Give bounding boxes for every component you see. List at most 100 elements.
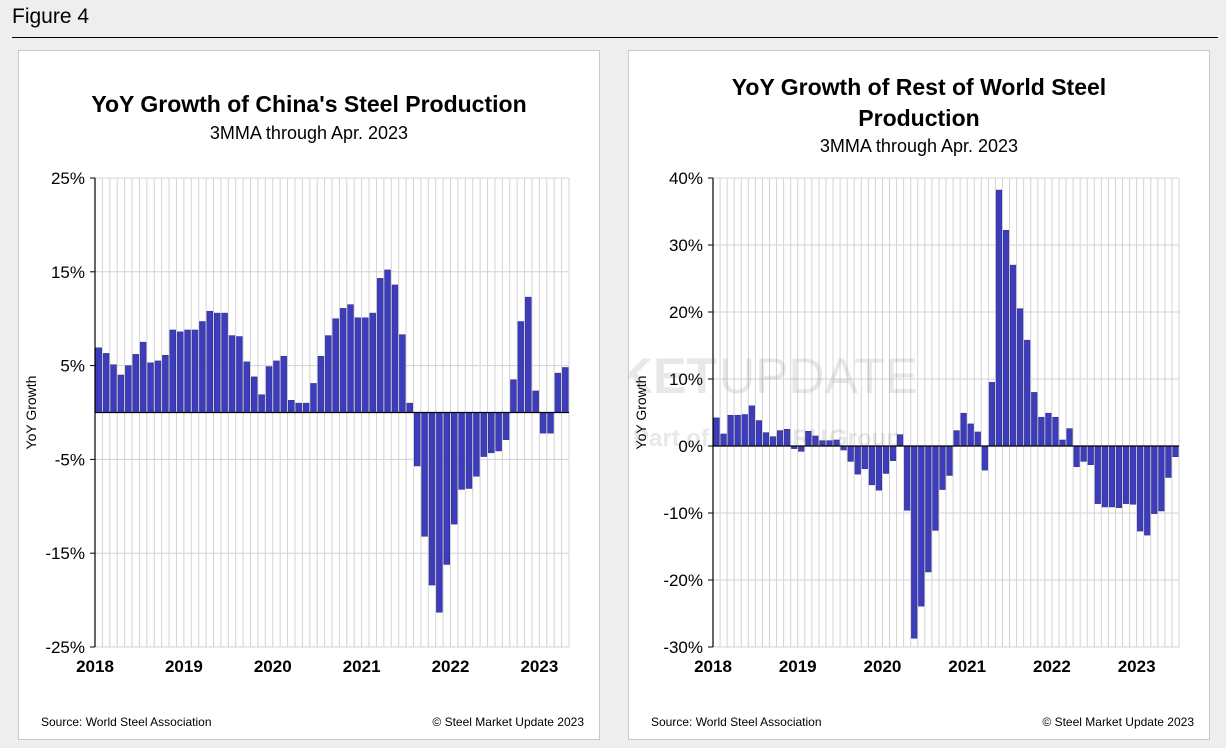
data-bar xyxy=(960,412,967,447)
data-bar xyxy=(713,417,720,447)
data-bar xyxy=(391,284,399,413)
data-bar xyxy=(191,329,199,413)
data-bar xyxy=(473,412,480,477)
data-bar xyxy=(317,355,325,413)
figure-divider xyxy=(12,37,1218,38)
data-bar xyxy=(125,365,132,413)
data-bar xyxy=(720,433,727,447)
data-bar xyxy=(465,412,473,489)
data-bar xyxy=(258,394,265,413)
data-bar xyxy=(450,412,458,525)
data-bar xyxy=(184,329,191,413)
data-bar xyxy=(376,278,384,413)
data-bar xyxy=(1017,308,1024,447)
watermark-text-steel-market: STEEL MARKET xyxy=(629,348,717,404)
data-bar xyxy=(734,414,741,447)
y-axis-label: YoY Growth xyxy=(633,376,649,450)
x-tick-label: 2023 xyxy=(520,657,558,676)
data-bar xyxy=(199,321,206,413)
data-bar xyxy=(339,308,347,413)
data-bar xyxy=(547,412,554,434)
data-bar xyxy=(911,445,918,639)
data-bar xyxy=(176,331,184,413)
data-bar xyxy=(369,312,376,413)
data-bar xyxy=(273,360,280,413)
source-note: Source: World Steel Association xyxy=(41,715,212,729)
data-bar xyxy=(406,402,413,413)
data-bar xyxy=(206,310,214,413)
data-bar xyxy=(1115,445,1123,508)
data-bar xyxy=(302,402,310,413)
data-bar xyxy=(939,445,946,490)
chart-title-line: Production xyxy=(858,105,979,131)
data-bar xyxy=(967,423,974,447)
data-bar xyxy=(325,335,332,413)
watermark-text-group: Group xyxy=(829,425,901,452)
source-note: Source: World Steel Association xyxy=(651,715,822,729)
chart-title-line: YoY Growth of Rest of World Steel xyxy=(732,74,1106,100)
data-bar xyxy=(132,354,139,413)
data-bar xyxy=(1045,412,1052,447)
data-bar xyxy=(243,361,251,413)
copyright-note: © Steel Market Update 2023 xyxy=(1042,715,1194,729)
china-chart: YoY Growth of China's Steel Production 3M… xyxy=(23,91,584,729)
data-bar xyxy=(251,376,258,413)
data-bar xyxy=(162,355,169,413)
x-tick-label: 2021 xyxy=(343,657,381,676)
data-bar xyxy=(748,405,755,447)
data-bar xyxy=(988,382,995,447)
bars xyxy=(713,189,1179,639)
x-tick-label: 2022 xyxy=(1033,657,1071,676)
y-tick-label: 30% xyxy=(669,236,703,255)
data-bar xyxy=(1151,445,1158,514)
data-bar xyxy=(539,412,547,434)
data-bar xyxy=(436,412,443,613)
watermark-text-part-of: Part of xyxy=(633,425,710,452)
china-chart-panel: YoY Growth of China's Steel Production 3M… xyxy=(18,50,600,740)
y-tick-label: -20% xyxy=(663,571,703,590)
data-bar xyxy=(295,402,302,413)
data-bar xyxy=(875,445,882,491)
y-tick-label: -15% xyxy=(45,544,85,563)
gridlines xyxy=(712,177,1180,648)
data-bar xyxy=(1031,392,1038,447)
x-tick-label: 2020 xyxy=(254,657,292,676)
row-chart: YoY Growth of Rest of World Steel Product… xyxy=(629,74,1194,729)
data-bar xyxy=(932,445,939,531)
data-bar xyxy=(525,296,532,413)
data-bar xyxy=(1080,445,1087,462)
data-bar xyxy=(95,347,102,413)
watermark-text-cru: CRU xyxy=(775,425,827,452)
chart-title-line: YoY Growth of China's Steel Production xyxy=(91,91,526,117)
x-tick-label: 2023 xyxy=(1118,657,1156,676)
data-bar xyxy=(554,372,562,413)
watermark-text-update: UPDATE xyxy=(719,348,918,404)
data-bar xyxy=(1059,439,1066,447)
data-bar xyxy=(727,414,734,447)
data-bar xyxy=(741,414,748,447)
y-tick-label: -5% xyxy=(55,450,85,469)
y-tick-label: 25% xyxy=(51,169,85,188)
data-bar xyxy=(532,390,539,413)
y-axis-label: YoY Growth xyxy=(23,376,39,450)
data-bar xyxy=(228,335,236,413)
data-bar xyxy=(974,431,981,447)
x-tick-label: 2020 xyxy=(864,657,902,676)
data-bar xyxy=(110,364,117,413)
y-tick-label: 5% xyxy=(60,357,85,376)
y-tick-label: 40% xyxy=(669,169,703,188)
copyright-note: © Steel Market Update 2023 xyxy=(432,715,584,729)
data-bar xyxy=(981,445,988,471)
data-bar xyxy=(946,445,953,476)
data-bar xyxy=(1002,230,1010,447)
y-tick-label: 15% xyxy=(51,263,85,282)
y-tick-label: 10% xyxy=(669,370,703,389)
data-bar xyxy=(904,445,911,511)
data-bar xyxy=(495,412,502,452)
data-bar xyxy=(139,341,147,413)
data-bar xyxy=(1087,445,1094,466)
data-bar xyxy=(1024,339,1031,447)
data-bar xyxy=(221,312,228,413)
data-bar xyxy=(288,400,295,413)
chart-subtitle: 3MMA through Apr. 2023 xyxy=(210,123,408,143)
